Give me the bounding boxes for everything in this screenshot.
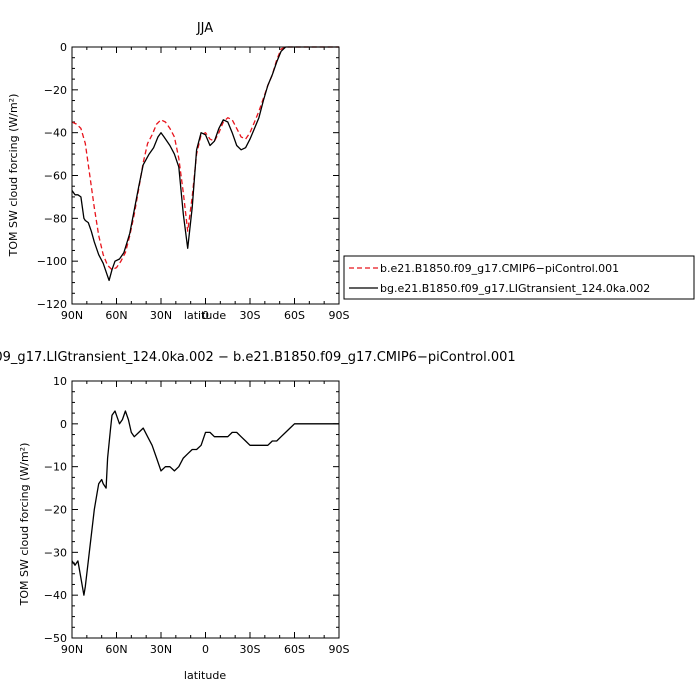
bottom-chart-series — [71, 410, 339, 596]
top-series-line-1 — [71, 46, 339, 282]
top-x-tick-label: 60S — [284, 309, 305, 322]
top-x-tick-label: 30S — [240, 309, 261, 322]
top-chart-xlabel: latitude — [184, 309, 226, 322]
bottom-x-tick-label: 30N — [150, 643, 172, 656]
bottom-chart-ticks: 90N 60N 30N 0 30S 60S 90S 10 0 −10 −20 −30 −40 −50 — [44, 375, 350, 656]
legend-label-lig: bg.e21.B1850.f09_g17.LIGtransient_124.0k… — [380, 282, 650, 295]
top-y-tick-label: −40 — [44, 127, 67, 140]
bottom-y-tick-label: −20 — [44, 504, 67, 517]
legend-box — [343, 255, 695, 300]
bottom-y-tick-label: −30 — [44, 546, 67, 559]
bottom-x-tick-label: 60N — [105, 643, 127, 656]
top-chart-title: JJA — [196, 21, 213, 36]
top-y-tick-label: −20 — [44, 84, 67, 97]
top-x-tick-label: 30N — [150, 309, 172, 322]
top-panel: JJA latitude TOM SW cloud forcing (W/m²)… — [7, 21, 350, 322]
bottom-x-tick-label: 60S — [284, 643, 305, 656]
bottom-y-tick-label: −10 — [44, 461, 67, 474]
top-x-tick-label: 0 — [202, 309, 209, 322]
legend-label-control: b.e21.B1850.f09_g17.CMIP6−piControl.001 — [380, 262, 619, 275]
top-chart-ticks: 90N 60N 30N 0 30S 60S 90S 0 −20 −40 −60 −80 −100 −120 — [37, 41, 350, 322]
top-y-tick-label: 0 — [60, 41, 67, 54]
top-y-tick-label: −80 — [44, 212, 67, 225]
top-y-tick-label: −100 — [37, 255, 67, 268]
top-series-line-0 — [71, 46, 339, 271]
bottom-y-tick-label: −40 — [44, 589, 67, 602]
legend: b.e21.B1850.f09_g17.CMIP6−piControl.001 … — [343, 255, 695, 300]
top-x-tick-label: 90S — [329, 309, 350, 322]
bottom-x-tick-label: 0 — [202, 643, 209, 656]
bottom-x-tick-label: 90N — [61, 643, 83, 656]
bottom-chart-ylabel: TOM SW cloud forcing (W/m²) — [18, 443, 31, 607]
bottom-x-tick-label: 30S — [240, 643, 261, 656]
bottom-y-tick-label: −50 — [44, 632, 67, 645]
bottom-series-line-0 — [71, 410, 339, 596]
top-chart-frame — [71, 46, 340, 305]
bottom-panel: bg.e21.B1850.f09_g17.LIGtransient_124.0k… — [0, 350, 516, 682]
top-chart-ylabel: TOM SW cloud forcing (W/m²) — [7, 94, 20, 258]
top-x-tick-label: 60N — [105, 309, 127, 322]
top-y-tick-label: −60 — [44, 170, 67, 183]
top-chart-series — [71, 46, 339, 282]
bottom-y-tick-label: 0 — [60, 418, 67, 431]
top-x-tick-label: 90N — [61, 309, 83, 322]
top-y-tick-label: −120 — [37, 298, 67, 311]
bottom-y-tick-label: 10 — [53, 375, 67, 388]
bottom-chart-xlabel: latitude — [184, 669, 226, 682]
bottom-chart-frame — [71, 380, 340, 639]
bottom-chart-title: bg.e21.B1850.f09_g17.LIGtransient_124.0k… — [0, 350, 516, 365]
bottom-x-tick-label: 90S — [329, 643, 350, 656]
